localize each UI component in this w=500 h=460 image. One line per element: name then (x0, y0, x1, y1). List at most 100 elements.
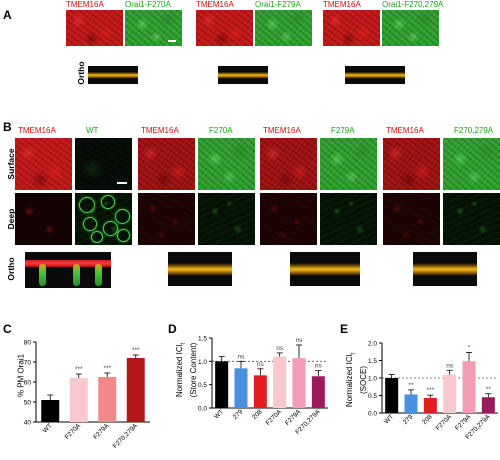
panel-b-wt-cell-ring-0 (79, 197, 95, 213)
chart-d-category-label-2: 208 (251, 408, 264, 421)
chart-d-bar-2 (253, 375, 267, 408)
panel-letter-e: E (340, 322, 349, 336)
chart-e-ytick-label-3: 1.5 (368, 358, 377, 365)
panel-a-1-green-tile (255, 10, 312, 46)
chart-d-ytick-label-0: 0.0 (198, 406, 207, 413)
chart-d-annotation-3: ns (276, 345, 284, 352)
chart-c-category-label-1: F270A (64, 422, 83, 441)
panel-b-0-green-label: WT (86, 126, 99, 135)
chart-c-annotation-2: *** (103, 365, 111, 372)
chart-c-bar-1 (69, 378, 88, 422)
chart-e-annotation-1: ** (408, 382, 414, 389)
chart-d-ytick-label-2: 1.0 (198, 359, 207, 366)
chart-e-category-label-3: F270A (435, 413, 454, 432)
panel-a-ortho-label: Ortho (76, 61, 86, 85)
chart-d-bar-3 (273, 356, 287, 408)
chart-e-ytick-label-2: 1.0 (368, 376, 377, 383)
chart-c-annotation-1: *** (75, 366, 83, 373)
chart-e-annotation-4: * (468, 344, 471, 351)
chart-e-bar-5 (481, 397, 495, 413)
panel-a-1-red-tile (196, 10, 253, 46)
chart-c-ytick-label-0: 40 (24, 420, 32, 427)
chart-e-bar-3 (443, 374, 457, 413)
chart-e-annotation-3: ns (446, 362, 454, 369)
chart-c-ytick-label-1: 50 (24, 400, 32, 407)
panel-a-2-green-label: Orai1-F270,279A (382, 0, 444, 9)
panel-b-1-red-label: TMEM16A (141, 126, 179, 135)
chart-c-category-label-2: F279A (92, 422, 111, 441)
panel-a-0-green-label: Orai1-F270A (125, 0, 171, 9)
panel-letter-d: D (168, 322, 177, 336)
chart-e-category-label-1: 279 (402, 413, 415, 426)
chart-d-annotation-1: ns (238, 353, 246, 360)
panel-b-wt-cell-ring-1 (101, 195, 115, 209)
chart-e-annotation-2: *** (427, 387, 435, 394)
chart-d-annotation-5: ns (315, 363, 323, 370)
panel-b-1-ortho-strip (168, 252, 232, 286)
chart-c-annotation-3: *** (132, 347, 140, 354)
panel-b-1-green-label: F270A (209, 126, 233, 135)
panel-a-0-red-label: TMEM16A (66, 0, 104, 9)
chart-c-category-label-3: F270,279A (112, 422, 140, 450)
panel-b-3-ortho-strip (413, 252, 477, 286)
panel-b-wt-cell-ring-2 (115, 209, 130, 224)
panel-b-0-ortho-strip (25, 252, 111, 288)
chart-e-ytick-label-4: 2.0 (368, 341, 377, 348)
panel-a-2-red-label: TMEM16A (323, 0, 361, 9)
chart-e-category-label-2: 208 (421, 413, 434, 426)
chart-d-category-label-0: WT (213, 408, 225, 420)
chart-d-ytick-label-3: 1.5 (198, 336, 207, 343)
chart-c-category-label-0: WT (42, 422, 54, 434)
chart-d-bar-0 (215, 361, 229, 408)
panel-b-3-deep-green-tile (443, 193, 500, 245)
chart-d-bar-5 (311, 376, 325, 408)
chart-c-ytick-label-2: 60 (24, 380, 32, 387)
chart-c-ytick-label-3: 70 (24, 360, 32, 367)
panel-b-2-deep-green-tile (320, 193, 377, 245)
panel-b-1-deep-green-tile (198, 193, 255, 245)
panel-b-2-deep-red-tile (260, 193, 317, 245)
panel-b-1-surface-red-tile (138, 138, 195, 190)
chart-e-ytick-label-1: 0.5 (368, 393, 377, 400)
panel-b-3-red-label: TMEM16A (386, 126, 424, 135)
chart-e-bar-4 (462, 361, 476, 413)
panel-b-2-red-label: TMEM16A (263, 126, 301, 135)
chart-d-ytick-label-1: 0.5 (198, 382, 207, 389)
panel-b-0-deep-green-tile (75, 193, 132, 245)
panel-b-wt-ortho-column-1 (73, 264, 80, 286)
panel-b-row-label-deep: Deep (6, 208, 16, 230)
panel-letter-c: C (3, 322, 12, 336)
panel-a-2-ortho-strip (345, 66, 405, 84)
panel-a-1-red-label: TMEM16A (196, 0, 234, 9)
chart-e-bar-2 (423, 397, 437, 413)
chart-d-bar-1 (234, 368, 248, 408)
chart-d-category-label-1: 279 (232, 408, 245, 421)
panel-b-0-surface-green-tile (75, 138, 132, 190)
panel-a-2-red-tile (323, 10, 380, 46)
chart-c-bar-0 (41, 400, 60, 422)
panel-b-3-deep-red-tile (383, 193, 440, 245)
panel-b-2-surface-red-tile (260, 138, 317, 190)
panel-b-row-label-surface: Surface (6, 148, 16, 180)
panel-b-3-surface-red-tile (383, 138, 440, 190)
panel-a-2-green-tile (382, 10, 439, 46)
panel-a-0-ortho-strip (88, 66, 138, 84)
panel-b-0-surface-red-tile (15, 138, 72, 190)
chart-c-bar-3 (126, 358, 145, 422)
chart-d-annotation-4: ns (296, 337, 304, 344)
panel-b-wt-cell-ring-5 (117, 229, 130, 242)
panel-b-3-green-label: F270,279A (454, 126, 494, 135)
chart-c-bar-2 (98, 377, 117, 422)
chart-e-bar-1 (404, 394, 418, 413)
panel-b-wt-cell-ring-3 (83, 217, 97, 231)
chart-d-bar-4 (292, 358, 306, 408)
panel-a-scale-bar (168, 40, 176, 42)
panel-a-1-green-label: Orai1-F279A (255, 0, 301, 9)
panel-b-wt-ortho-column-2 (95, 264, 102, 286)
panel-b-wt-ortho-column-0 (39, 264, 46, 286)
panel-a-0-red-tile (66, 10, 123, 46)
panel-b-0-red-label: TMEM16A (18, 126, 56, 135)
chart-e-ytick-label-0: 0.0 (368, 411, 377, 418)
chart-e-category-label-0: WT (383, 413, 395, 425)
